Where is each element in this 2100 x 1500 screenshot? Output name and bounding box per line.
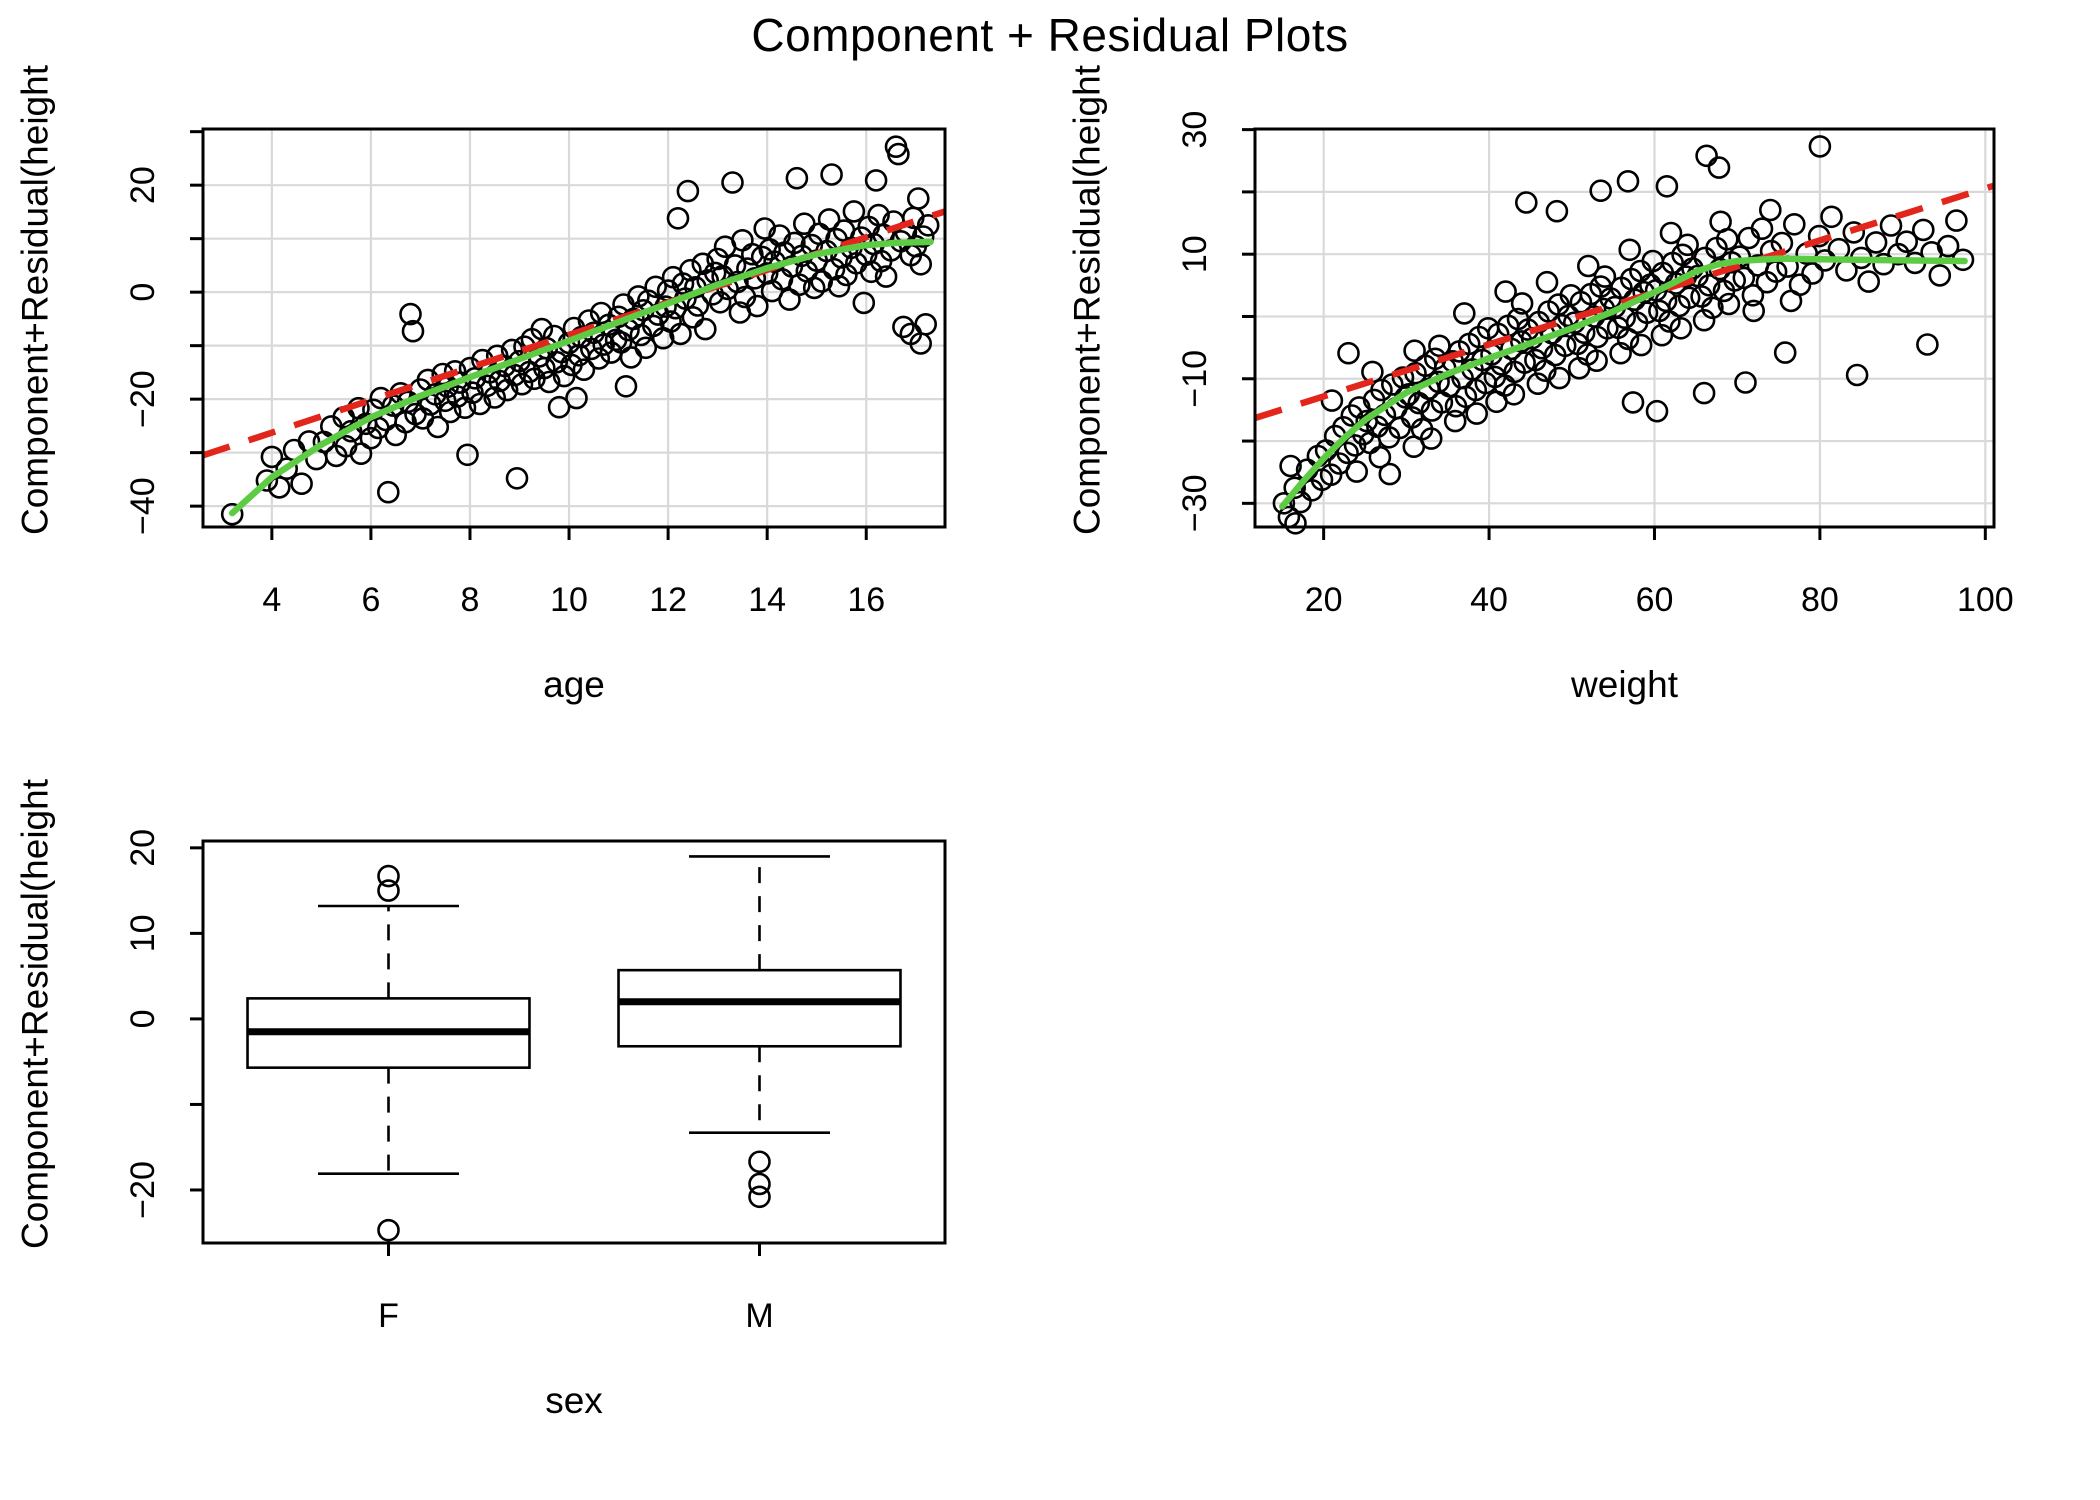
outlier-point (748, 1185, 771, 1209)
x-tick-label: 60 (1636, 581, 1674, 619)
y-tick-label: −20 (124, 370, 162, 428)
iqr-box (617, 968, 902, 1048)
loess-smooth-line (1279, 255, 1968, 510)
y-tick-label: 10 (124, 914, 162, 952)
x-tick-label: 10 (550, 581, 588, 619)
x-tick-label: 20 (1305, 581, 1343, 619)
panel-weight: 20 40 60 80 100 −30 −10 10 30 weight Component+Res… (1067, 64, 2014, 705)
y-tick-label: 0 (124, 1009, 162, 1028)
x-tick-label: F (378, 1297, 399, 1335)
scatter-points (1272, 135, 1975, 535)
grid (203, 129, 945, 527)
panel-age: 4 6 8 10 12 14 16 −40 −20 0 20 age Component+Residua… (15, 64, 947, 705)
y-axis-title: Component+Residual(height (15, 64, 56, 535)
outlier-point (377, 864, 400, 888)
y-tick-label: −40 (124, 477, 162, 535)
x-tick-label: 16 (847, 581, 885, 619)
x-tick-label: 12 (649, 581, 687, 619)
plot-border (1253, 127, 1996, 529)
x-tick-label: 40 (1470, 581, 1508, 619)
axes: 4 6 8 10 12 14 16 −40 −20 0 20 (124, 130, 885, 619)
x-tick-label: 6 (361, 581, 380, 619)
panel-sex: F M −20 0 10 20 sex Component+Residual(height (15, 778, 947, 1421)
box-F (246, 864, 531, 1242)
x-axis-title: age (543, 664, 605, 705)
x-axis-title: sex (545, 1380, 603, 1421)
axes: F M −20 0 10 20 (124, 829, 774, 1335)
y-tick-label: 10 (1176, 235, 1214, 273)
y-axis-title: Component+Residual(height (1067, 64, 1108, 535)
x-tick-label: 4 (262, 581, 281, 619)
outlier-point (748, 1172, 771, 1196)
y-tick-label: −10 (1176, 350, 1214, 408)
loess-smooth-line (228, 238, 934, 517)
plot-border (201, 127, 947, 529)
outlier-point (748, 1150, 771, 1174)
x-tick-label: M (745, 1297, 773, 1335)
outlier-point (377, 879, 400, 902)
x-tick-label: 8 (461, 581, 480, 619)
y-tick-label: 20 (124, 829, 162, 867)
x-tick-label: 14 (748, 581, 786, 619)
plot-border (201, 839, 947, 1245)
y-axis-title: Component+Residual(height (15, 778, 56, 1249)
outlier-point (377, 1218, 400, 1242)
x-tick-label: 80 (1801, 581, 1839, 619)
y-tick-label: −20 (124, 1161, 162, 1219)
axes: 20 40 60 80 100 −30 −10 10 30 (1176, 111, 2014, 619)
linear-fit-line (1254, 182, 1995, 422)
y-tick-label: 0 (124, 283, 162, 302)
y-tick-label: 20 (124, 166, 162, 204)
chart-title: Component + Residual Plots (751, 9, 1349, 61)
x-axis-title: weight (1570, 664, 1679, 705)
x-tick-label: 100 (1957, 581, 2014, 619)
box-M (617, 855, 902, 1209)
y-tick-label: −30 (1176, 474, 1214, 532)
y-tick-label: 30 (1176, 111, 1214, 149)
